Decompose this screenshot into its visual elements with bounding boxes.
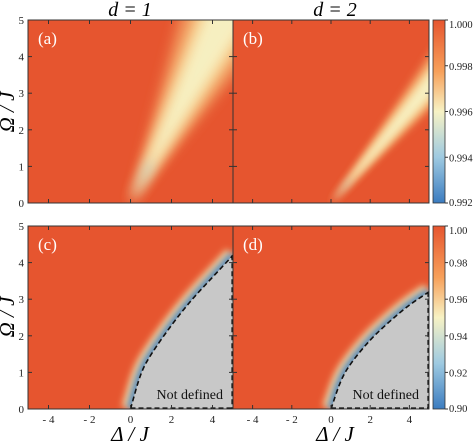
colorbar-tick-label: 0.94	[449, 332, 468, 343]
panel-label: (b)	[243, 29, 263, 48]
colorbar-tick-label: 0.996	[449, 108, 473, 119]
colorbar-top: 0.992 0.994 0.996 0.998 1.000	[432, 19, 473, 209]
y-tick-label: 1	[19, 161, 25, 173]
x-tick-label: - 2	[286, 414, 298, 426]
panel-c: Not defined (c) - 4 - 2 0 2 4 0 1 2 3 4 5	[19, 221, 234, 426]
panel-b: (b)	[232, 19, 430, 204]
y-tick-label: 3	[19, 294, 25, 306]
y-tick-label: 4	[19, 258, 25, 270]
y-tick-label: 3	[19, 88, 25, 100]
heatmap-wedge-layer	[331, 65, 429, 203]
heatmap-wedge-layer	[331, 54, 429, 203]
y-tick-label: 2	[19, 125, 25, 137]
not-defined-label: Not defined	[157, 388, 223, 403]
colorbar-tick-label: 0.994	[449, 153, 473, 164]
y-tick-label: 2	[19, 331, 25, 343]
x-tick-label: 4	[210, 414, 216, 426]
not-defined-region	[130, 255, 233, 409]
panel-d: Not defined (d) - 4 - 2 0 2 4	[232, 225, 430, 426]
colorbar-gradient	[432, 19, 446, 204]
x-tick-label: - 2	[84, 414, 96, 426]
y-tick-label: 1	[19, 367, 25, 379]
x-axis-label-left: Δ / J	[110, 422, 150, 445]
x-tick-label: 2	[169, 414, 175, 426]
y-axis-label-bottom: Ω / J	[0, 295, 19, 338]
x-axis-label-right: Δ / J	[315, 422, 355, 445]
heatmap-wedge-layer	[130, 20, 233, 203]
panel-label: (a)	[38, 29, 57, 48]
not-defined-region	[331, 291, 429, 409]
not-defined-label: Not defined	[353, 388, 419, 403]
heatmap-minimum-streak	[130, 161, 154, 203]
y-tick-label: 4	[19, 52, 25, 64]
colorbar-tick-label: 0.92	[449, 368, 467, 379]
y-tick-label: 0	[19, 198, 25, 210]
boundary-dashed-line	[129, 254, 233, 409]
panel-label: (c)	[38, 235, 57, 254]
colorbar-gradient	[432, 225, 446, 410]
colorbar-bottom: 0.90 0.92 0.94 0.96 0.98 1.00	[432, 225, 468, 415]
colorbar-tick-label: 1.00	[449, 226, 467, 237]
x-tick-label: - 4	[247, 414, 259, 426]
colorbar-tick-label: 0.992	[449, 198, 473, 209]
panel-a: (a) 0 1 2 3 4 5	[19, 15, 234, 210]
boundary-dashed-line	[330, 291, 429, 409]
column-title-left: d = 1	[108, 0, 152, 21]
colorbar-tick-label: 0.998	[449, 62, 473, 73]
heatmap-minimum-streak	[331, 179, 351, 203]
panel-label: (d)	[243, 235, 263, 254]
x-tick-label: 0	[128, 414, 134, 426]
y-tick-label: 5	[19, 221, 25, 233]
x-tick-label: 2	[367, 414, 373, 426]
colorbar-tick-label: 0.90	[449, 404, 467, 415]
x-tick-label: - 4	[43, 414, 55, 426]
column-title-right: d = 2	[313, 0, 357, 21]
x-tick-label: 4	[407, 414, 413, 426]
y-axis-label-top: Ω / J	[0, 90, 19, 133]
y-tick-label: 0	[19, 404, 25, 416]
colorbar-tick-label: 0.98	[449, 259, 467, 270]
colorbar-tick-label: 1.000	[449, 20, 473, 31]
x-tick-label: 0	[328, 414, 334, 426]
colorbar-tick-label: 0.96	[449, 295, 467, 306]
y-tick-label: 5	[19, 15, 25, 27]
